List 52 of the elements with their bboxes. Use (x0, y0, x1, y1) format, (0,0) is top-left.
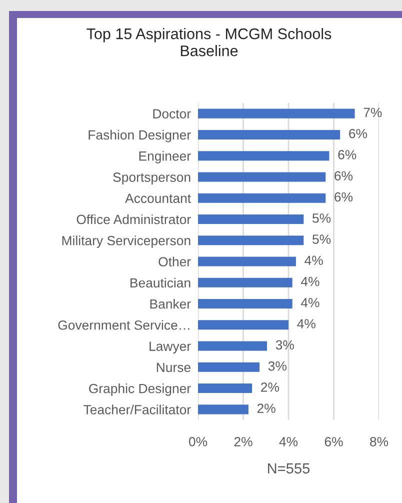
x-tick-label: 0% (188, 437, 208, 446)
data-label: 4% (304, 256, 323, 265)
x-tick-label: 4% (279, 437, 298, 446)
bar (198, 193, 326, 203)
chart-title: Top 15 Aspirations - MCGM Schools Baseline (86, 28, 332, 56)
data-label: 4% (300, 276, 320, 286)
bar (198, 320, 288, 330)
x-axis-title: N=555 (268, 463, 310, 474)
bar (198, 384, 252, 394)
y-tick-label: Nurse (156, 362, 190, 372)
bar (198, 341, 268, 351)
bar (198, 299, 292, 309)
bar (198, 236, 304, 246)
x-tick-label: 6% (324, 437, 343, 446)
data-label: 4% (297, 319, 316, 328)
data-label: 6% (334, 192, 353, 202)
y-tick-label: Doctor (153, 109, 191, 118)
y-tick-label: Fashion Designer (88, 130, 191, 142)
data-label: 6% (349, 128, 368, 138)
y-tick-label: Office Administrator (76, 214, 191, 224)
data-label: 6% (338, 150, 356, 160)
data-label: 3% (268, 361, 286, 371)
data-label: 6% (334, 171, 353, 181)
bar (198, 362, 260, 372)
data-label: 5% (312, 213, 331, 223)
bar (198, 214, 304, 224)
bar (198, 256, 296, 266)
data-label: 2% (261, 382, 280, 392)
bar (198, 108, 355, 118)
y-tick-label: Engineer (139, 151, 191, 164)
y-tick-label: Teacher/Facilitator (84, 404, 191, 414)
bar (198, 130, 340, 140)
y-tick-label: Beautician (130, 278, 190, 288)
x-tick-label: 8% (370, 437, 388, 446)
bar (198, 278, 292, 288)
y-tick-label: Government Service… (58, 320, 190, 330)
data-label: 2% (257, 404, 276, 413)
data-label: 4% (300, 298, 320, 308)
y-tick-label: Banker (150, 298, 191, 309)
bar (198, 172, 326, 182)
y-tick-label: Other (158, 256, 191, 266)
y-tick-label: Graphic Designer (89, 384, 191, 396)
data-label: 3% (276, 340, 294, 350)
y-tick-label: Accountant (125, 194, 191, 204)
bar (198, 404, 248, 414)
y-tick-label: Sportsperson (113, 172, 190, 184)
data-label: 7% (364, 108, 382, 118)
x-tick-label: 2% (234, 437, 252, 446)
y-tick-label: Military Serviceperson (62, 236, 190, 248)
bar (198, 151, 330, 161)
y-tick-label: Lawyer (150, 342, 191, 354)
data-label: 5% (312, 234, 331, 244)
